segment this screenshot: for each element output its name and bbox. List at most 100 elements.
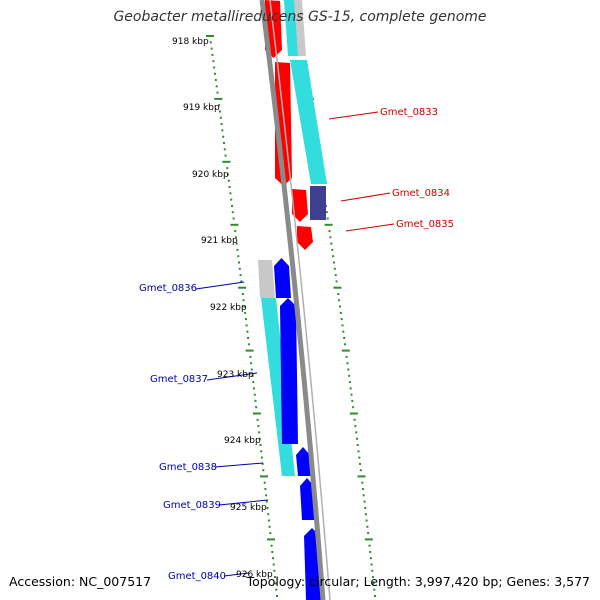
ruler-tick — [270, 544, 273, 547]
ruler-tick — [265, 494, 268, 497]
ruler-tick — [236, 248, 239, 251]
ruler-tick — [244, 318, 247, 321]
ruler-tick — [366, 525, 369, 528]
ruler-tick — [350, 393, 353, 396]
gene-label-leader — [328, 111, 379, 120]
ruler-tick — [357, 450, 360, 453]
ruler-tick — [214, 79, 217, 81]
gene-label-reverse[interactable]: Gmet_0838 — [159, 462, 217, 473]
ruler-tick — [367, 532, 370, 535]
gene-label-reverse[interactable]: Gmet_0837 — [150, 374, 208, 385]
ruler-tick — [247, 343, 250, 346]
map-title: Geobacter metallireducens GS-15, complet… — [113, 9, 487, 25]
ruler-tick — [213, 66, 216, 69]
ruler-tick — [216, 91, 219, 94]
ruler-tick — [228, 186, 231, 188]
ruler-tick — [351, 399, 354, 402]
genome-summary-text: Topology: circular; Length: 3,997,420 bp… — [246, 574, 590, 589]
ruler-tick — [266, 506, 269, 509]
backbone-outer — [259, 0, 326, 600]
ruler-tick — [218, 104, 221, 107]
ruler-tick — [374, 595, 376, 597]
ruler-tick — [261, 462, 264, 465]
ruler-tick — [353, 418, 356, 421]
ruler-tick — [224, 154, 227, 157]
ruler-tick — [339, 305, 341, 308]
ruler-tick — [264, 488, 267, 490]
ruler-tick — [238, 261, 240, 264]
gene-label-forward[interactable]: Gmet_0834 — [392, 188, 450, 199]
cds-block — [290, 60, 327, 184]
ruler-tick — [365, 519, 368, 522]
ruler-tick — [354, 425, 357, 428]
ruler-tick — [262, 469, 265, 472]
ruler-tick — [253, 387, 255, 390]
gene-forward[interactable] — [292, 189, 308, 222]
ruler-tick — [337, 293, 340, 295]
gene-label-leaders — [195, 111, 395, 577]
gene-label-reverse[interactable]: Gmet_0839 — [163, 500, 221, 511]
cds-block — [294, 0, 306, 56]
ruler-tick — [215, 85, 218, 88]
ruler-tick — [324, 223, 333, 226]
ruler-tick — [271, 551, 274, 553]
ruler-tick — [249, 355, 252, 358]
ruler-tick — [222, 160, 231, 163]
gene-label-leader — [218, 499, 269, 506]
ruler-tick — [352, 406, 355, 409]
ruler-tick — [357, 475, 366, 478]
ruler-tick — [267, 513, 270, 516]
ruler-tick — [348, 374, 351, 377]
ruler-label: 923 kbp — [217, 370, 254, 380]
ruler-tick — [356, 437, 358, 440]
gene-label-forward[interactable]: Gmet_0835 — [396, 219, 454, 230]
backbone-inner — [269, 0, 331, 600]
gene-forward-dark[interactable] — [310, 186, 326, 220]
ruler-label: 918 kbp — [172, 37, 209, 47]
ruler-tick — [369, 557, 372, 560]
ruler-tick — [339, 311, 342, 314]
gene-label-reverse[interactable]: Gmet_0836 — [139, 283, 197, 294]
ruler-tick — [238, 267, 241, 270]
gene-reverse[interactable] — [274, 258, 291, 298]
ruler-tick — [330, 242, 333, 245]
ruler-tick — [260, 456, 263, 459]
ruler-tick — [272, 563, 275, 566]
ruler-tick — [273, 569, 276, 572]
gene-label-forward[interactable]: Gmet_0833 — [380, 107, 438, 118]
ruler-tick — [267, 519, 270, 522]
ruler-tick — [362, 488, 364, 490]
ruler-tick — [250, 362, 253, 365]
genome-backbone — [259, 0, 331, 600]
gene-reverse[interactable] — [280, 298, 298, 444]
ruler-label: 924 kbp — [224, 436, 261, 446]
ruler-tick — [258, 431, 261, 434]
ruler-tick — [341, 324, 344, 327]
ruler-tick — [223, 142, 225, 144]
gene-label-leader — [345, 223, 395, 232]
gene-label-leader — [340, 192, 391, 202]
ruler-tick — [252, 381, 255, 384]
ruler-tick — [347, 368, 350, 371]
ruler-tick — [234, 236, 237, 239]
ruler-tick — [355, 431, 358, 434]
ruler-tick — [263, 481, 266, 484]
ruler-tick — [252, 412, 261, 415]
ruler-tick — [359, 469, 362, 472]
ruler-tick — [267, 538, 275, 541]
gene-label-reverse[interactable]: Gmet_0840 — [168, 571, 226, 582]
gene-forward[interactable] — [297, 226, 313, 250]
gene-reverse[interactable] — [296, 447, 312, 476]
ruler-tick — [232, 217, 235, 220]
ruler-tick — [326, 217, 329, 220]
ruler-tick — [211, 53, 214, 56]
ruler-tick — [369, 551, 372, 553]
gene-label-leader — [223, 572, 250, 577]
ruler-tick — [334, 274, 337, 277]
ruler-tick — [231, 204, 233, 207]
ruler-tick — [230, 223, 239, 226]
gene-label-leader — [214, 462, 264, 468]
ruler-tick — [356, 444, 359, 446]
ruler-tick — [345, 355, 348, 358]
